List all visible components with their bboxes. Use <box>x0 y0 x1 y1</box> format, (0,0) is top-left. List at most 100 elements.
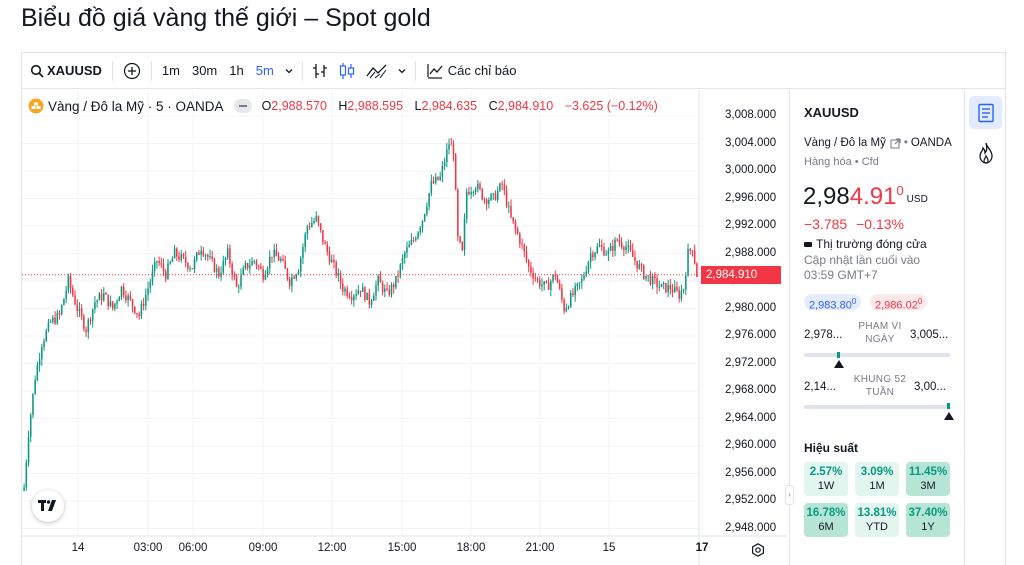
market-status: Thị trường đóng cửa <box>804 237 927 251</box>
candle <box>308 222 311 230</box>
symbol-search-button[interactable]: XAUUSD <box>22 53 108 88</box>
candle <box>563 297 565 314</box>
candle <box>125 290 127 304</box>
y-tick-label: 2,960.000 <box>725 439 777 451</box>
candle <box>477 179 479 193</box>
candle <box>238 284 240 294</box>
interval-30m[interactable]: 30m <box>191 63 218 78</box>
quote-panel: XAUUSD Vàng / Đô la Mỹ • OANDA Hàng hóa … <box>785 90 964 565</box>
week52-pointer-icon <box>944 412 954 420</box>
candle <box>534 272 537 282</box>
candle <box>317 215 320 227</box>
interval-1m[interactable]: 1m <box>161 63 180 78</box>
tradingview-logo[interactable] <box>32 490 64 522</box>
details-tab-button[interactable] <box>969 96 1002 129</box>
indicators-label: Các chỉ báo <box>447 63 517 78</box>
candle <box>505 185 508 209</box>
candle <box>390 282 393 298</box>
week52-low: 2,14... <box>804 381 836 393</box>
candle <box>114 303 116 312</box>
candle <box>492 192 495 201</box>
performance-value: 13.81% <box>857 507 897 519</box>
candle <box>322 230 324 246</box>
candle <box>266 266 269 278</box>
x-tick-label: 03:00 <box>133 542 163 554</box>
candle <box>607 247 610 261</box>
candle <box>348 292 351 300</box>
candle <box>357 284 360 295</box>
candle <box>249 258 251 274</box>
hotlist-tab-button[interactable] <box>969 136 1002 169</box>
candle <box>609 242 612 252</box>
candle <box>656 274 658 294</box>
price-chart[interactable]: Vàng / Đô la Mỹ · 5 · OANDA O2,988.570 H… <box>22 90 787 565</box>
candles-icon <box>339 62 354 79</box>
candle <box>669 278 672 295</box>
candle <box>131 298 134 313</box>
candle <box>508 201 510 214</box>
candle <box>34 375 36 395</box>
candle <box>645 275 647 282</box>
y-tick-label: 2,976.000 <box>725 329 777 341</box>
candle <box>685 272 687 295</box>
candle <box>244 260 247 271</box>
candlestick-chart[interactable] <box>22 90 787 565</box>
settings-gear-button[interactable] <box>746 538 770 562</box>
candle <box>87 317 90 339</box>
candle <box>202 247 205 258</box>
divider <box>414 60 416 81</box>
candle <box>578 282 581 290</box>
candle <box>333 254 335 269</box>
high-label: H2,988.595 <box>338 99 407 113</box>
week52-label: KHUNG 52 TUẦN <box>848 373 912 399</box>
candle <box>25 459 28 491</box>
current-price-tag: 2,984.910 <box>701 265 781 284</box>
legend-ohlc: O2,988.570 H2,988.595 L2,984.635 C2,984.… <box>262 99 662 113</box>
candle <box>651 273 654 290</box>
candle <box>330 254 333 263</box>
candle <box>470 186 472 199</box>
candle <box>29 412 32 443</box>
candle <box>667 279 669 298</box>
candle <box>65 285 67 304</box>
panel-collapse-handle[interactable]: › <box>785 485 794 505</box>
candle <box>419 226 422 236</box>
indicators-button[interactable]: Các chỉ báo <box>420 53 523 88</box>
bar-style-button[interactable] <box>307 53 333 88</box>
compare-button[interactable] <box>117 53 147 88</box>
candle <box>211 250 213 262</box>
candle <box>547 277 550 290</box>
external-link-icon[interactable] <box>890 138 901 149</box>
candle <box>32 393 34 419</box>
candle <box>253 259 256 265</box>
candle <box>78 302 81 317</box>
y-tick-label: 3,004.000 <box>725 136 777 149</box>
candle <box>452 140 455 162</box>
candle <box>388 284 391 297</box>
area-style-button[interactable] <box>361 53 393 88</box>
candle <box>226 244 229 261</box>
interval-dropdown[interactable] <box>280 53 298 88</box>
candle <box>527 259 530 273</box>
candle <box>671 283 674 298</box>
candle <box>665 282 667 294</box>
chart-type-dropdown[interactable] <box>393 53 411 88</box>
interval-1h[interactable]: 1h <box>229 63 244 78</box>
candle <box>479 181 481 191</box>
candle <box>596 243 599 255</box>
candles-style-button[interactable] <box>333 53 361 88</box>
candle <box>550 279 552 297</box>
bid-value: 2,983.80 <box>809 299 852 312</box>
candle <box>525 245 528 264</box>
performance-value: 16.78% <box>806 507 846 519</box>
performance-period: 6M <box>818 521 834 533</box>
interval-5m[interactable]: 5m <box>255 63 274 78</box>
document-icon <box>977 103 994 122</box>
candle <box>556 274 559 284</box>
legend-collapse-button[interactable] <box>233 99 252 113</box>
candle <box>399 262 402 279</box>
candle <box>634 250 636 266</box>
candle <box>153 257 156 277</box>
market-status-text: Thị trường đóng cửa <box>816 237 927 251</box>
candle <box>623 245 625 257</box>
